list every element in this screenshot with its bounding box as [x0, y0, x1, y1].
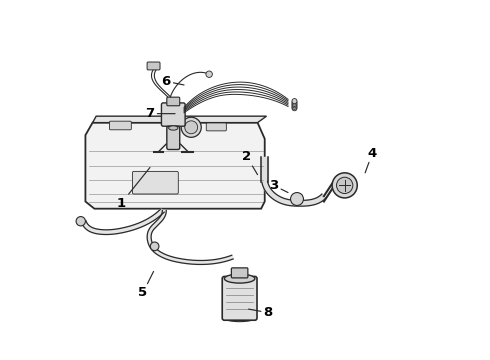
- Ellipse shape: [169, 126, 178, 130]
- Polygon shape: [85, 123, 265, 209]
- Polygon shape: [262, 181, 326, 206]
- FancyBboxPatch shape: [222, 276, 257, 320]
- Text: 5: 5: [138, 271, 153, 300]
- Circle shape: [292, 100, 297, 105]
- FancyBboxPatch shape: [132, 171, 178, 194]
- Circle shape: [150, 242, 159, 251]
- FancyBboxPatch shape: [161, 103, 185, 126]
- Circle shape: [337, 177, 353, 194]
- Ellipse shape: [224, 274, 255, 283]
- Circle shape: [185, 121, 197, 134]
- Text: 2: 2: [242, 150, 258, 175]
- Circle shape: [292, 102, 297, 107]
- FancyBboxPatch shape: [231, 268, 248, 278]
- Text: 8: 8: [248, 306, 273, 319]
- FancyBboxPatch shape: [147, 62, 160, 70]
- Ellipse shape: [224, 315, 255, 321]
- Circle shape: [292, 99, 297, 104]
- Polygon shape: [147, 211, 233, 265]
- Circle shape: [292, 103, 297, 108]
- Circle shape: [292, 106, 297, 111]
- FancyBboxPatch shape: [206, 123, 226, 131]
- FancyBboxPatch shape: [109, 121, 131, 130]
- Circle shape: [76, 217, 85, 226]
- Circle shape: [292, 104, 297, 109]
- Text: 7: 7: [146, 107, 175, 120]
- Circle shape: [332, 173, 357, 198]
- Text: 1: 1: [117, 167, 150, 210]
- Text: 6: 6: [162, 75, 184, 88]
- FancyBboxPatch shape: [167, 126, 180, 149]
- Polygon shape: [81, 209, 164, 234]
- Text: 4: 4: [365, 147, 377, 173]
- Circle shape: [206, 71, 212, 77]
- FancyBboxPatch shape: [167, 97, 180, 106]
- Polygon shape: [262, 157, 268, 182]
- Text: 3: 3: [269, 179, 288, 193]
- Polygon shape: [93, 116, 267, 123]
- Circle shape: [181, 117, 201, 137]
- Circle shape: [291, 193, 303, 206]
